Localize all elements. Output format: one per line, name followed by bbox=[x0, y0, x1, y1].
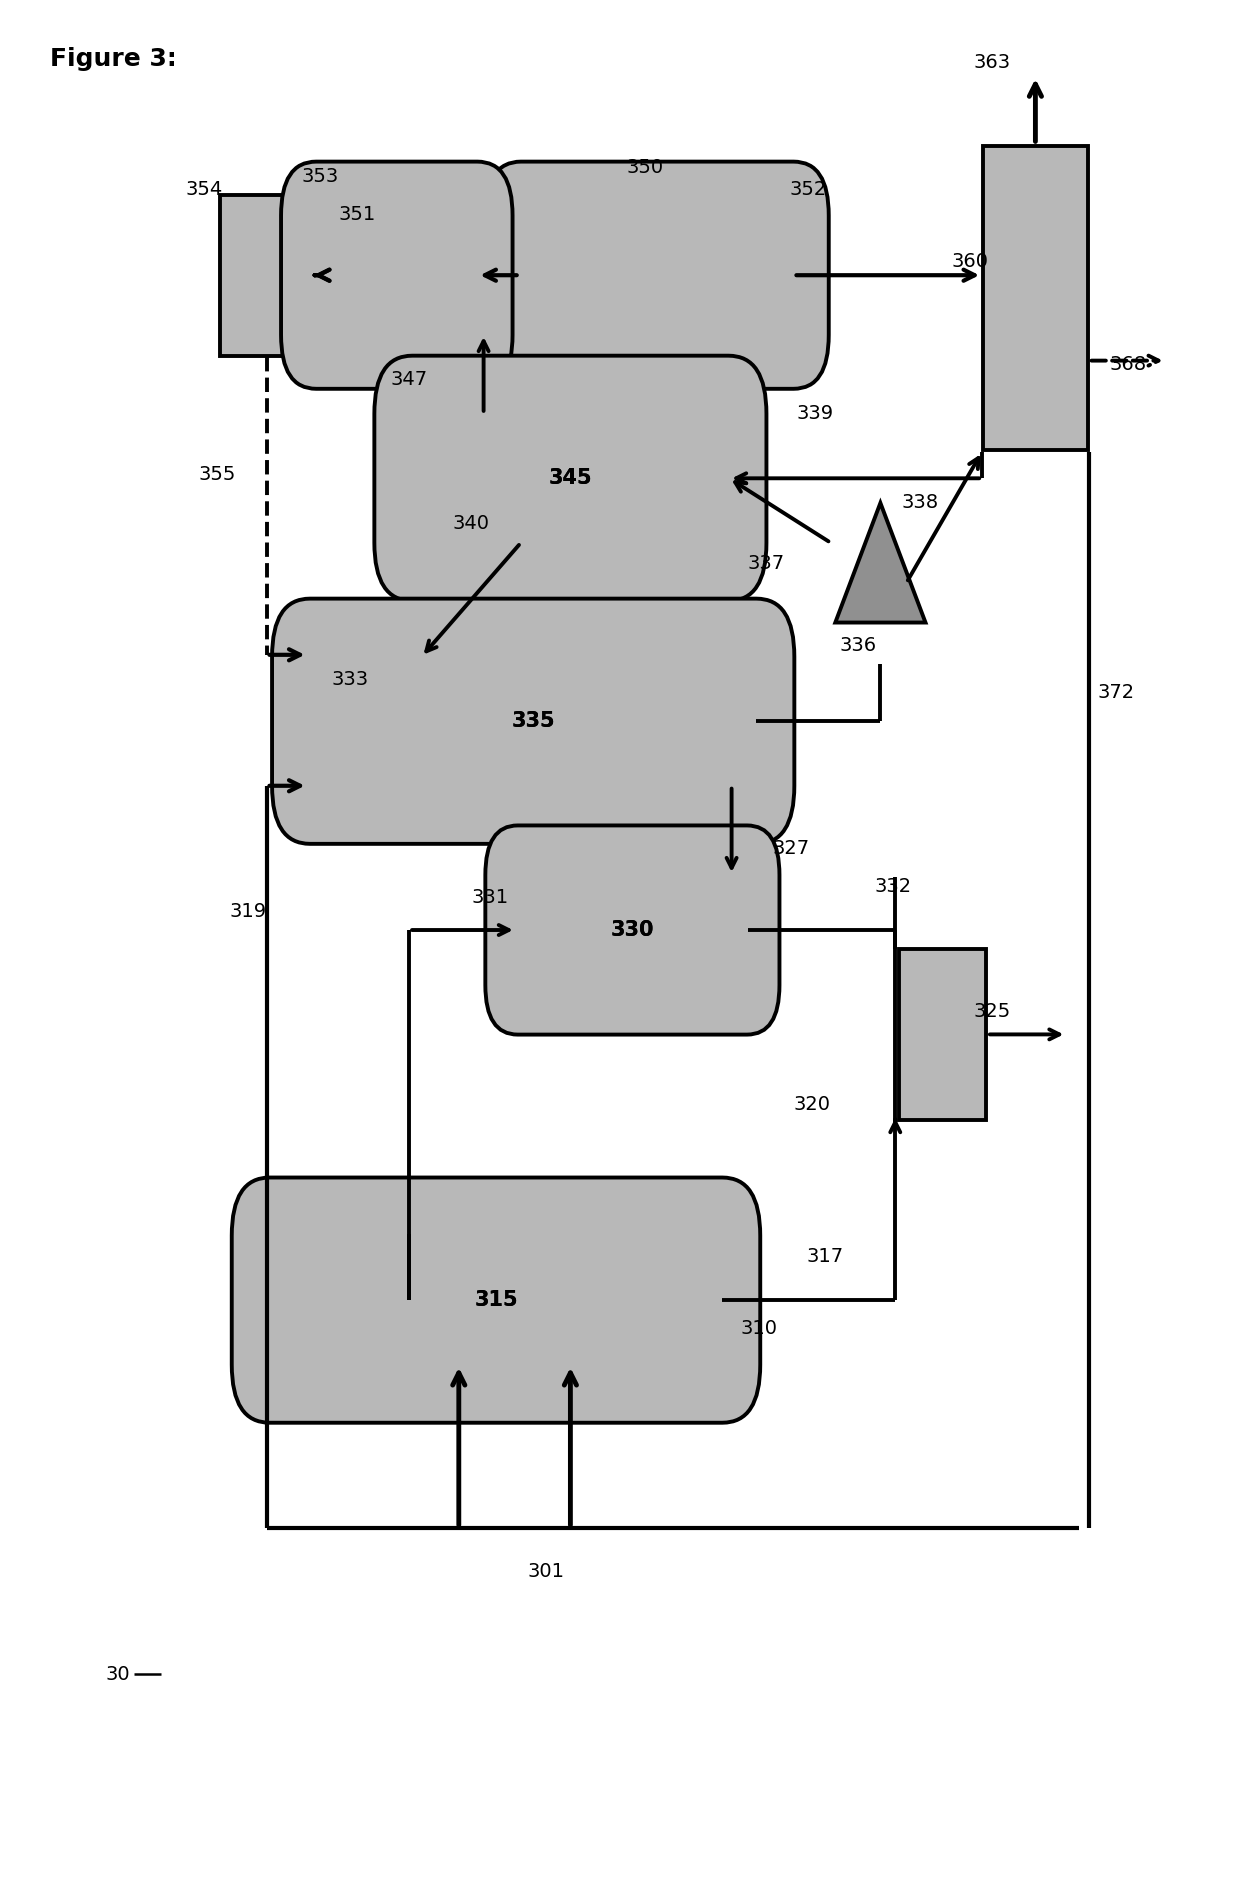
Text: 319: 319 bbox=[229, 902, 267, 921]
Text: Figure 3:: Figure 3: bbox=[50, 47, 176, 72]
FancyBboxPatch shape bbox=[486, 161, 828, 389]
Text: 333: 333 bbox=[331, 670, 368, 689]
Text: 339: 339 bbox=[796, 404, 833, 423]
Text: 337: 337 bbox=[748, 554, 785, 573]
Text: 352: 352 bbox=[790, 180, 827, 199]
Text: 350: 350 bbox=[626, 158, 663, 177]
Bar bbox=[221, 195, 312, 357]
Text: 310: 310 bbox=[740, 1319, 777, 1338]
Text: 331: 331 bbox=[471, 888, 508, 907]
Text: 353: 353 bbox=[301, 167, 339, 186]
Text: 355: 355 bbox=[198, 465, 236, 484]
Text: 336: 336 bbox=[839, 636, 877, 655]
Text: 354: 354 bbox=[186, 180, 223, 199]
Text: 330: 330 bbox=[610, 921, 655, 940]
Text: 347: 347 bbox=[391, 370, 428, 389]
FancyBboxPatch shape bbox=[485, 826, 780, 1034]
Text: 332: 332 bbox=[874, 877, 911, 896]
FancyBboxPatch shape bbox=[232, 1177, 760, 1424]
Text: 30: 30 bbox=[105, 1665, 130, 1684]
Text: 327: 327 bbox=[773, 839, 810, 858]
Text: 325: 325 bbox=[973, 1002, 1011, 1021]
FancyBboxPatch shape bbox=[281, 161, 512, 389]
Bar bbox=[982, 146, 1089, 450]
FancyBboxPatch shape bbox=[272, 598, 795, 845]
Text: 320: 320 bbox=[794, 1095, 831, 1114]
Bar bbox=[899, 949, 986, 1120]
Text: 368: 368 bbox=[1110, 355, 1147, 374]
Text: 360: 360 bbox=[951, 252, 988, 271]
Text: 338: 338 bbox=[901, 493, 939, 512]
Text: 340: 340 bbox=[453, 514, 490, 533]
FancyBboxPatch shape bbox=[374, 355, 766, 602]
Text: 335: 335 bbox=[511, 712, 556, 731]
Text: 315: 315 bbox=[474, 1291, 518, 1310]
Text: 345: 345 bbox=[548, 469, 593, 488]
Text: 335: 335 bbox=[511, 712, 556, 731]
Text: 363: 363 bbox=[973, 53, 1011, 72]
Text: 330: 330 bbox=[610, 921, 655, 940]
Text: 315: 315 bbox=[474, 1291, 518, 1310]
Text: 351: 351 bbox=[339, 205, 376, 224]
Text: 301: 301 bbox=[527, 1562, 564, 1581]
Text: 372: 372 bbox=[1097, 683, 1135, 702]
Text: 345: 345 bbox=[548, 469, 593, 488]
Text: 317: 317 bbox=[806, 1247, 843, 1266]
